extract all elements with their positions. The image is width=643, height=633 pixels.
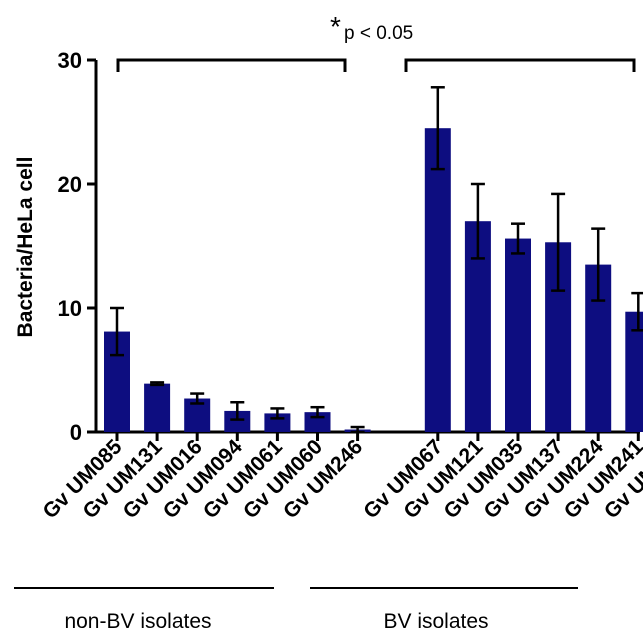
y-axis-label: Bacteria/HeLa cell — [14, 157, 37, 338]
bar — [505, 238, 531, 432]
significance-asterisk: * — [330, 11, 341, 42]
significance-text: p < 0.05 — [344, 23, 413, 44]
group-label-non-bv: non-BV isolates — [64, 610, 211, 633]
significance-annotation: * p < 0.05 — [116, 11, 636, 72]
y-tick-label: 10 — [58, 296, 82, 321]
bar — [625, 311, 643, 432]
y-tick-label: 20 — [58, 172, 82, 197]
y-tick-label: 0 — [70, 420, 82, 445]
group-label-bv: BV isolates — [383, 610, 488, 633]
bars — [104, 128, 643, 432]
bar — [144, 383, 171, 432]
group-labels: non-BV isolates BV isolates — [14, 587, 578, 633]
y-tick-label: 30 — [58, 48, 82, 73]
bracket-right — [404, 58, 636, 72]
error-bars — [110, 86, 643, 434]
bar — [224, 410, 251, 432]
y-tick-labels: 0 10 20 30 — [58, 48, 82, 445]
bar — [424, 128, 451, 432]
bracket-left — [116, 58, 347, 72]
